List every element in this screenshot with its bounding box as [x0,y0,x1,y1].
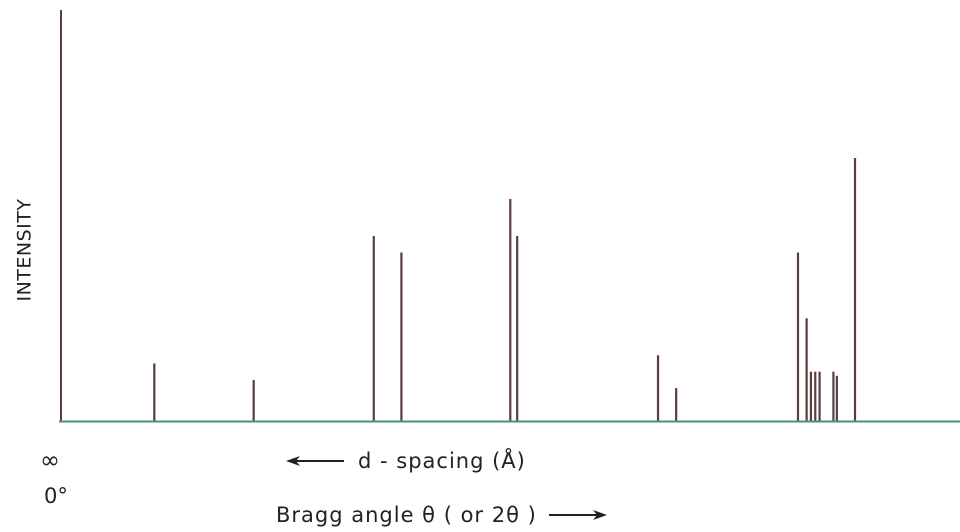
d-spacing-row: d - spacing (Å) [286,449,526,473]
bragg-angle-label: Bragg angle θ ( or 2θ ) [276,503,537,527]
chart-plot [59,10,960,423]
zero-degree-label: 0° [44,484,68,508]
xrd-chart [59,10,960,423]
y-axis-label: INTENSITY [14,198,36,302]
infinity-label: ∞ [40,446,60,474]
d-spacing-label: d - spacing (Å) [358,449,526,473]
right-arrow-icon [547,508,607,522]
peaks-group [60,10,857,421]
y-axis-label-wrap: INTENSITY [5,170,45,330]
left-arrow-icon [286,454,346,468]
bragg-row: Bragg angle θ ( or 2θ ) [276,503,607,527]
